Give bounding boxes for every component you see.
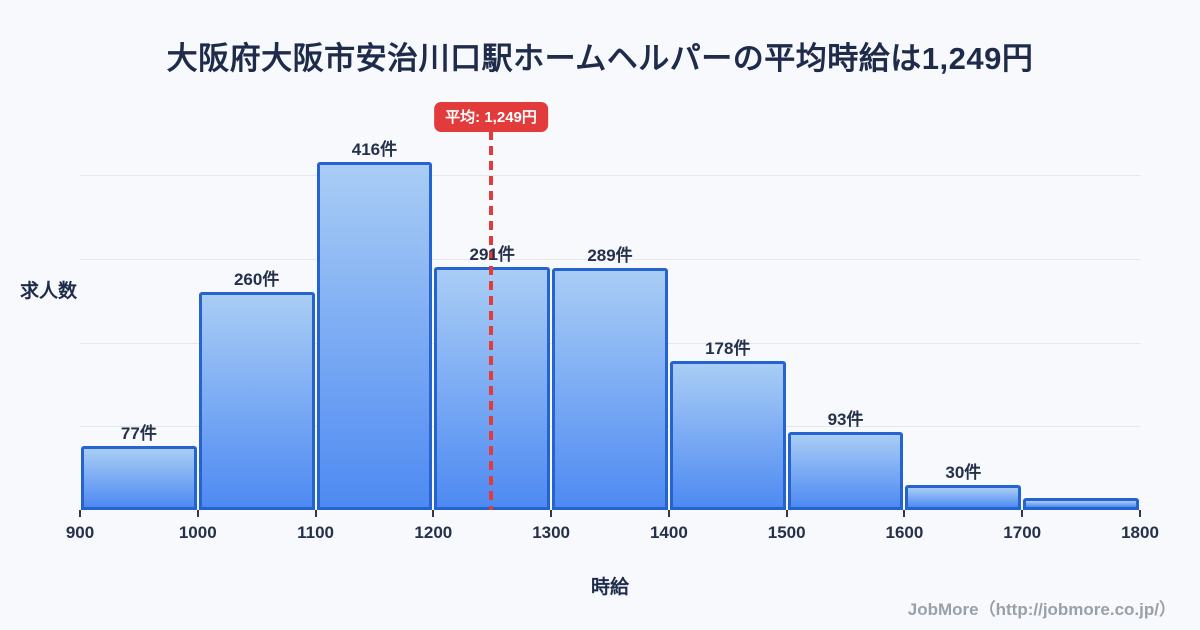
x-axis-tick xyxy=(196,510,199,517)
bar-value-label: 289件 xyxy=(587,246,633,266)
x-axis-tick-label: 1400 xyxy=(649,523,688,542)
histogram-bar xyxy=(198,292,315,510)
gridline xyxy=(80,175,1140,177)
x-axis-tick-label: 1700 xyxy=(1003,523,1042,542)
bar-value-label: 416件 xyxy=(351,139,398,159)
x-axis-tick xyxy=(1021,510,1024,517)
average-line xyxy=(489,131,494,510)
gridline xyxy=(80,258,1140,260)
bar-value-label: 291件 xyxy=(469,244,515,264)
histogram-bar xyxy=(316,161,433,510)
bar-value-label: 77件 xyxy=(120,423,157,443)
histogram-bar xyxy=(787,432,904,510)
histogram-bar xyxy=(81,445,197,510)
x-axis-tick-label: 1600 xyxy=(885,523,924,542)
bar-value-label: 30件 xyxy=(945,462,982,482)
bar-value-label: 178件 xyxy=(705,339,751,359)
x-axis-tick xyxy=(314,510,317,517)
footer-credit: JobMore（http://jobmore.co.jp/） xyxy=(907,600,1176,619)
bar-value-label: 260件 xyxy=(233,270,280,290)
x-axis-tick xyxy=(550,510,553,517)
x-axis-tick-label: 900 xyxy=(65,523,95,542)
x-axis-tick-label: 1100 xyxy=(297,523,334,542)
histogram-bar xyxy=(669,361,786,510)
average-badge: 平均: 1,249円 xyxy=(434,102,548,132)
x-axis-tick xyxy=(667,510,670,517)
x-axis-tick xyxy=(79,510,81,517)
x-axis-tick-label: 1200 xyxy=(414,523,453,542)
histogram-bar xyxy=(552,268,668,510)
chart-title: 大阪府大阪市安治川口駅ホームヘルパーの平均時給は1,249円 xyxy=(166,41,1034,76)
x-axis-tick xyxy=(903,510,906,517)
x-axis-tick-label: 1800 xyxy=(1121,523,1159,542)
x-axis-tick xyxy=(1139,510,1141,517)
y-axis-label: 求人数 xyxy=(20,281,78,302)
x-axis-tick-label: 1300 xyxy=(532,523,571,542)
x-axis-tick-label: 1500 xyxy=(767,523,806,542)
x-axis-tick-label: 1000 xyxy=(178,523,217,542)
x-axis-tick xyxy=(432,510,435,517)
bar-value-label: 93件 xyxy=(827,410,864,430)
histogram-bar xyxy=(905,484,1022,510)
x-axis-label: 時給 xyxy=(590,577,629,598)
histogram-bar xyxy=(1023,498,1139,510)
x-axis-tick xyxy=(785,510,788,517)
